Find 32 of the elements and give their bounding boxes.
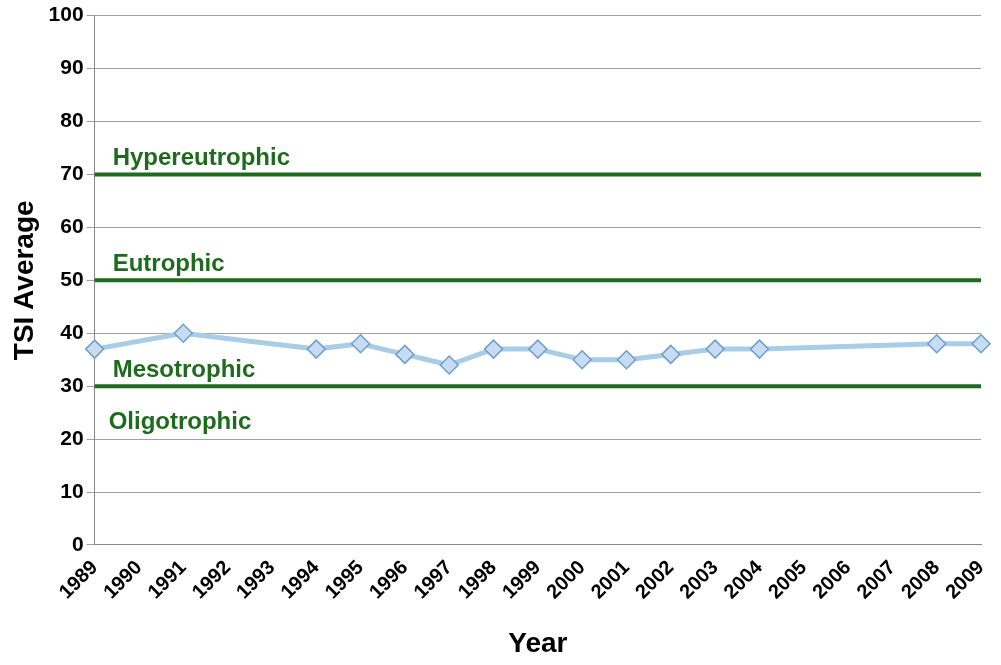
point — [749, 339, 770, 359]
x-axis-title: Year — [508, 626, 568, 658]
y-tick-label: 40 — [60, 320, 84, 344]
point — [705, 339, 725, 359]
point — [926, 334, 947, 354]
y-tick-label: 80 — [60, 108, 84, 132]
point — [572, 349, 592, 370]
point — [661, 344, 681, 365]
point — [350, 334, 371, 354]
y-tick-label: 60 — [60, 214, 84, 238]
point — [616, 349, 637, 370]
point — [439, 355, 459, 375]
y-tick-label: 20 — [60, 425, 84, 449]
point — [971, 334, 991, 354]
y-tick-label: 50 — [60, 267, 84, 291]
point — [173, 323, 194, 343]
series-label: Eutrophic — [112, 248, 225, 276]
point — [528, 339, 548, 359]
y-tick-label: 0 — [71, 531, 84, 555]
y-tick-label: 10 — [60, 478, 84, 502]
y-tick-label: 100 — [48, 2, 84, 26]
point — [306, 339, 326, 359]
y-tick-label: 70 — [60, 161, 84, 185]
point — [483, 339, 504, 359]
y-axis-title: TSI Average — [7, 200, 39, 361]
point — [395, 344, 415, 365]
series-label: Hypereutrophic — [112, 143, 291, 171]
y-tick-label: 30 — [60, 372, 84, 396]
series-label: Mesotrophic — [112, 354, 256, 382]
point — [84, 339, 105, 359]
annotation: Oligotrophic — [108, 406, 252, 434]
y-tick-label: 90 — [60, 55, 84, 79]
